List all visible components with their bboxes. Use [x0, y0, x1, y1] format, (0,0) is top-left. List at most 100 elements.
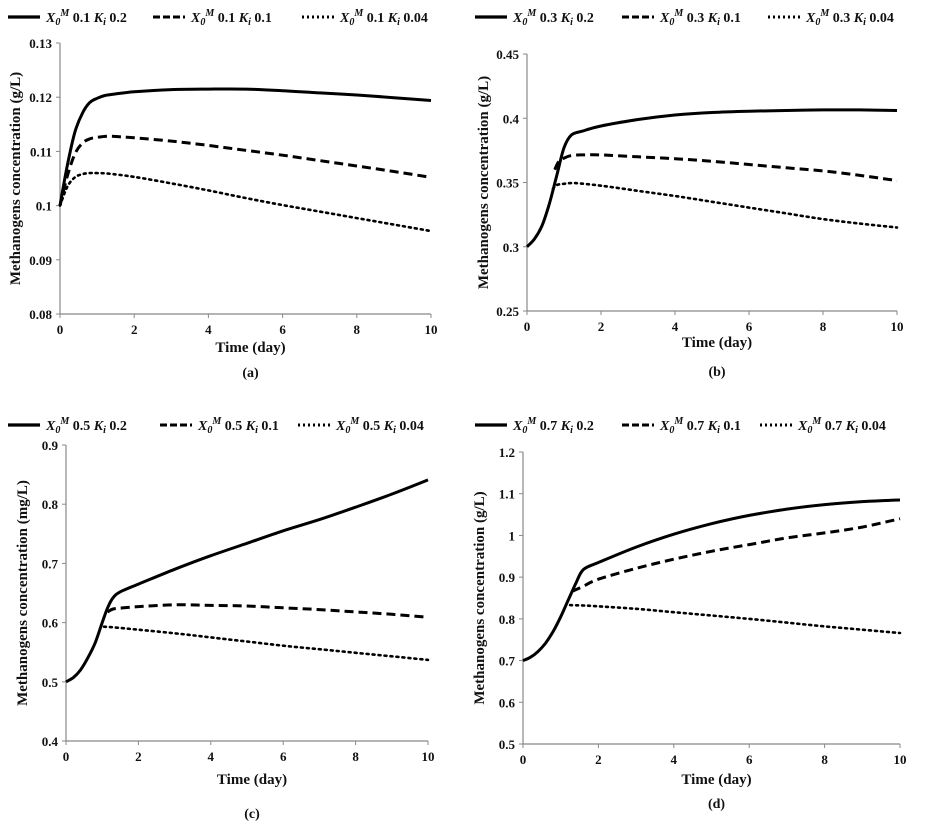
x-tick-label: 8: [820, 319, 827, 334]
x-tick-label: 6: [279, 322, 286, 337]
legend-label: X0M 0.5 Ki 0.04: [335, 416, 424, 436]
series-line-solid: [525, 108, 898, 248]
y-tick-label: 0.13: [29, 36, 52, 51]
y-tick-label: 0.5: [42, 675, 59, 690]
legend-label: X0M 0.3 Ki 0.04: [805, 8, 894, 28]
y-tick-label: 0.6: [499, 695, 516, 710]
legend-label: X0M 0.3 Ki 0.2: [512, 8, 594, 28]
x-tick-label: 6: [746, 752, 753, 767]
legend: X0M 0.5 Ki 0.2 X0M 0.5 Ki 0.1 X0M 0.5 Ki 0…: [8, 416, 424, 436]
x-axis-title: Time (day): [217, 772, 287, 788]
y-axis-title: Methanogens concentration (g/L): [476, 76, 492, 289]
legend-item-solid: X0M 0.5 Ki 0.2: [8, 416, 127, 436]
x-tick-label: 8: [352, 749, 359, 764]
x-tick-label: 2: [131, 322, 138, 337]
y-tick-label: 0.7: [42, 556, 59, 571]
legend-label: X0M 0.7 Ki 0.2: [512, 416, 594, 436]
series-line-dotted: [58, 171, 433, 233]
legend-item-solid: X0M 0.1 Ki 0.2: [8, 8, 127, 28]
y-tick-label: 0.9: [499, 570, 516, 585]
x-tick-label: 0: [520, 752, 527, 767]
x-tick-label: 0: [57, 322, 64, 337]
x-tick-label: 4: [672, 319, 679, 334]
x-tick-label: 0: [63, 749, 70, 764]
panel-label: (a): [242, 366, 259, 381]
x-tick-label: 6: [280, 749, 287, 764]
panel-a: X0M 0.1 Ki 0.2 X0M 0.1 Ki 0.1 X0M 0.1 Ki 0…: [8, 8, 438, 381]
y-tick-label: 0.5: [499, 737, 516, 752]
y-tick-label: 0.8: [499, 612, 516, 627]
x-tick-label: 4: [671, 752, 678, 767]
series-line-solid: [522, 498, 901, 662]
series-line-dotted: [551, 181, 899, 229]
legend-label: X0M 0.5 Ki 0.1: [197, 416, 279, 436]
legend-item-dashed: X0M 0.5 Ki 0.1: [160, 416, 279, 436]
x-tick-label: 2: [135, 749, 142, 764]
legend-item-dotted: X0M 0.1 Ki 0.04: [302, 8, 428, 28]
legend-label: X0M 0.1 Ki 0.1: [190, 8, 272, 28]
legend-label: X0M 0.1 Ki 0.04: [339, 8, 428, 28]
y-tick-label: 0.08: [29, 307, 52, 322]
legend: X0M 0.7 Ki 0.2 X0M 0.7 Ki 0.1 X0M 0.7 Ki 0…: [475, 416, 886, 436]
y-tick-label: 1: [509, 528, 516, 543]
panel-label: (c): [244, 807, 260, 822]
series-line-solid: [65, 478, 429, 684]
legend-label: X0M 0.3 Ki 0.1: [659, 8, 741, 28]
y-tick-label: 0.3: [503, 240, 520, 255]
x-tick-label: 10: [891, 319, 904, 334]
y-tick-label: 0.9: [42, 438, 59, 453]
series-line-dashed: [58, 134, 432, 206]
legend: X0M 0.3 Ki 0.2 X0M 0.3 Ki 0.1 X0M 0.3 Ki 0…: [475, 8, 894, 28]
panel-b: X0M 0.3 Ki 0.2 X0M 0.3 Ki 0.1 X0M 0.3 Ki 0…: [475, 8, 904, 380]
x-tick-label: 6: [746, 319, 753, 334]
x-axis-title: Time (day): [215, 340, 285, 356]
series-line-dotted: [102, 625, 430, 662]
x-tick-label: 2: [595, 752, 602, 767]
legend-label: X0M 0.5 Ki 0.2: [45, 416, 127, 436]
legend-item-dashed: X0M 0.3 Ki 0.1: [622, 8, 741, 28]
x-axis-title: Time (day): [681, 772, 751, 788]
panel-d: X0M 0.7 Ki 0.2 X0M 0.7 Ki 0.1 X0M 0.7 Ki 0…: [472, 416, 907, 812]
x-tick-label: 4: [205, 322, 212, 337]
x-tick-label: 10: [894, 752, 907, 767]
y-tick-label: 0.25: [496, 304, 519, 319]
y-tick-label: 1.1: [499, 487, 515, 502]
y-tick-label: 0.6: [42, 616, 59, 631]
series-line-dotted: [568, 603, 902, 635]
x-tick-label: 4: [208, 749, 215, 764]
series-line-dashed: [571, 517, 901, 593]
y-tick-label: 0.09: [29, 253, 52, 268]
y-tick-label: 1.2: [499, 445, 515, 460]
series-line-dashed: [106, 603, 429, 619]
x-tick-label: 10: [422, 749, 435, 764]
legend-label: X0M 0.1 Ki 0.2: [45, 8, 127, 28]
legend-item-dashed: X0M 0.7 Ki 0.1: [622, 416, 741, 436]
panel-label: (b): [708, 365, 725, 380]
y-tick-label: 0.11: [30, 144, 52, 159]
legend-item-dotted: X0M 0.7 Ki 0.04: [760, 416, 886, 436]
x-tick-label: 10: [425, 322, 438, 337]
panel-c: X0M 0.5 Ki 0.2 X0M 0.5 Ki 0.1 X0M 0.5 Ki 0…: [8, 416, 435, 822]
x-tick-label: 8: [354, 322, 361, 337]
y-tick-label: 0.45: [496, 47, 519, 62]
legend-item-solid: X0M 0.3 Ki 0.2: [475, 8, 594, 28]
y-axis-title: Methanogens concentration (mg/L): [15, 480, 31, 706]
legend-item-solid: X0M 0.7 Ki 0.2: [475, 416, 594, 436]
legend-label: X0M 0.7 Ki 0.1: [659, 416, 741, 436]
x-tick-label: 2: [598, 319, 605, 334]
legend-item-dashed: X0M 0.1 Ki 0.1: [153, 8, 272, 28]
series-line-dashed: [553, 153, 898, 183]
panel-label: (d): [708, 797, 725, 812]
y-axis-title: Methanogens concentration (g/L): [472, 491, 488, 704]
y-tick-label: 0.1: [36, 199, 52, 214]
y-tick-label: 0.35: [496, 176, 519, 191]
series-line-solid: [58, 87, 432, 206]
legend-label: X0M 0.7 Ki 0.04: [797, 416, 886, 436]
y-axis-title: Methanogens concentration (g/L): [8, 72, 24, 285]
legend-item-dotted: X0M 0.5 Ki 0.04: [298, 416, 424, 436]
x-tick-label: 0: [524, 319, 531, 334]
y-tick-label: 0.4: [42, 734, 59, 749]
legend-item-dotted: X0M 0.3 Ki 0.04: [768, 8, 894, 28]
y-tick-label: 0.8: [42, 497, 59, 512]
